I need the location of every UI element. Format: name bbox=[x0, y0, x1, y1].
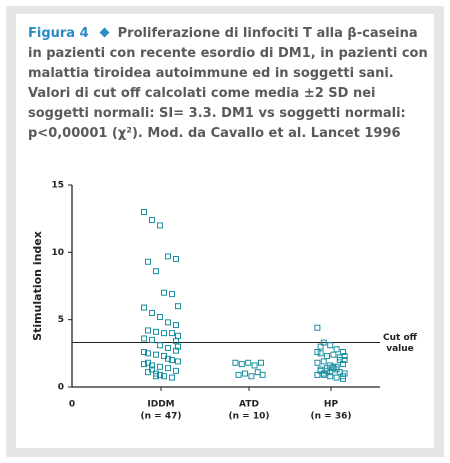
point bbox=[161, 373, 167, 380]
figure-panel: Figura 4 Proliferazione di linfociti T al… bbox=[16, 14, 434, 448]
caption: Figura 4 Proliferazione di linfociti T al… bbox=[28, 24, 428, 144]
point bbox=[333, 374, 340, 381]
point bbox=[173, 367, 179, 374]
point bbox=[173, 256, 179, 263]
point bbox=[242, 370, 248, 377]
point bbox=[153, 268, 159, 275]
point bbox=[314, 324, 321, 331]
point bbox=[320, 339, 327, 346]
point bbox=[141, 304, 147, 311]
point bbox=[145, 350, 151, 357]
point bbox=[145, 359, 151, 366]
point bbox=[149, 217, 155, 224]
point bbox=[259, 371, 266, 378]
point bbox=[327, 369, 334, 376]
cutoff-label: value bbox=[386, 344, 414, 354]
point bbox=[248, 373, 255, 380]
point bbox=[153, 351, 159, 358]
point bbox=[317, 343, 324, 350]
point bbox=[141, 335, 147, 342]
figure-label: Figura 4 bbox=[28, 26, 89, 41]
point bbox=[165, 355, 171, 362]
point bbox=[165, 365, 171, 372]
point bbox=[251, 362, 258, 369]
point bbox=[327, 373, 334, 380]
point bbox=[340, 348, 346, 355]
point bbox=[157, 371, 163, 378]
x-tick-label: IDDM bbox=[147, 400, 174, 410]
point bbox=[333, 346, 340, 353]
category-note: (n = 36) bbox=[311, 412, 352, 422]
point bbox=[165, 253, 171, 260]
point bbox=[254, 369, 261, 376]
point bbox=[169, 291, 175, 298]
point bbox=[169, 357, 175, 364]
point bbox=[169, 330, 175, 337]
point bbox=[169, 374, 175, 381]
point bbox=[175, 332, 181, 339]
point bbox=[157, 313, 163, 320]
point bbox=[157, 363, 163, 370]
point bbox=[314, 359, 321, 366]
category-note: (n = 47) bbox=[141, 412, 182, 422]
x-tick-label: ATD bbox=[239, 400, 259, 410]
point bbox=[317, 350, 324, 357]
point bbox=[145, 327, 151, 334]
y-axis-label: Stimulation index bbox=[31, 231, 44, 341]
point bbox=[317, 367, 324, 374]
point bbox=[145, 258, 151, 265]
caption-text: Proliferazione di linfociti T alla β-cas… bbox=[28, 26, 428, 141]
point bbox=[324, 365, 330, 372]
point bbox=[141, 208, 147, 215]
y-tick-label: 5 bbox=[58, 315, 64, 325]
point bbox=[235, 371, 242, 378]
point bbox=[330, 351, 337, 358]
point bbox=[175, 358, 181, 365]
point bbox=[157, 342, 163, 349]
point bbox=[161, 289, 167, 296]
point bbox=[141, 348, 147, 355]
point bbox=[340, 373, 346, 380]
point bbox=[141, 361, 147, 368]
point bbox=[173, 322, 179, 329]
point bbox=[245, 359, 252, 366]
point bbox=[232, 359, 239, 366]
point bbox=[238, 361, 245, 368]
y-tick-label: 10 bbox=[51, 248, 64, 258]
point bbox=[327, 342, 334, 349]
point bbox=[157, 222, 163, 229]
y-tick-label: 15 bbox=[51, 181, 64, 191]
figure-frame: Figura 4 Proliferazione di linfociti T al… bbox=[6, 6, 444, 457]
point bbox=[341, 353, 348, 360]
point bbox=[333, 366, 340, 373]
point bbox=[173, 338, 179, 345]
x-origin-label: 0 bbox=[69, 400, 75, 410]
point bbox=[314, 348, 321, 355]
category-note: (n = 10) bbox=[229, 412, 270, 422]
y-tick-label: 0 bbox=[58, 383, 64, 393]
x-tick-label: HP bbox=[324, 400, 339, 410]
point bbox=[314, 371, 321, 378]
point bbox=[324, 353, 330, 360]
point bbox=[258, 359, 264, 366]
cutoff-label: Cut off bbox=[383, 333, 418, 343]
point bbox=[165, 319, 171, 326]
point bbox=[149, 336, 155, 343]
point bbox=[165, 344, 171, 351]
point bbox=[336, 357, 343, 364]
point bbox=[149, 309, 155, 316]
point bbox=[175, 303, 181, 310]
point bbox=[320, 358, 327, 365]
point bbox=[153, 328, 159, 335]
point bbox=[153, 373, 159, 380]
point bbox=[161, 330, 167, 337]
point bbox=[149, 366, 155, 373]
point bbox=[320, 371, 327, 378]
point bbox=[340, 361, 346, 368]
